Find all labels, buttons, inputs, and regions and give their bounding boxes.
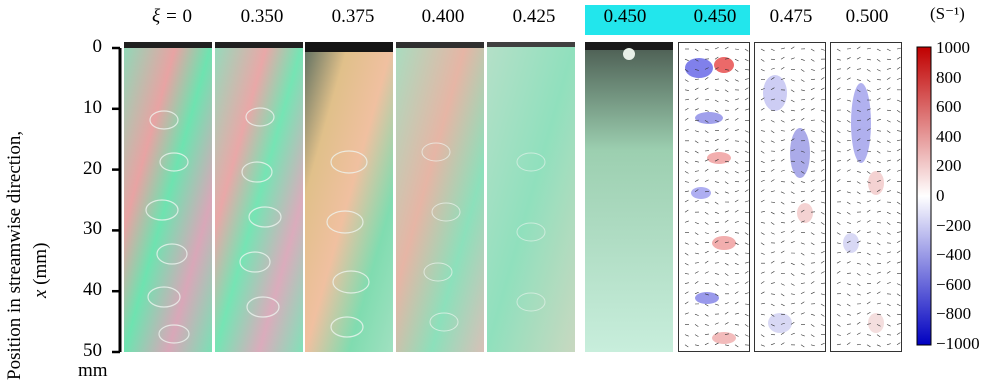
colorbar-tick-label: −800 <box>936 304 972 324</box>
flow-image-0350 <box>215 42 303 352</box>
flow-image-0400 <box>396 42 484 352</box>
colorbar-unit: (S⁻¹) <box>930 4 965 23</box>
colorbar-tick-label: −200 <box>936 215 972 235</box>
flow-image-0425 <box>487 42 575 352</box>
y-axis-label-variable: x (mm) <box>30 242 51 298</box>
flow-image-0450 <box>585 42 673 352</box>
flow-image-0375 <box>305 42 393 352</box>
colorbar <box>916 46 932 346</box>
y-tick-label: 0 <box>92 36 103 57</box>
column-label-0450-piv: 0.450 <box>693 6 737 27</box>
y-tick-label: 10 <box>83 96 102 118</box>
colorbar-tick-label: 200 <box>936 156 962 176</box>
column-label-0500: 0.500 <box>845 6 889 27</box>
y-tick-label: 30 <box>83 218 102 240</box>
colorbar-tick-label: 0 <box>936 186 945 205</box>
column-label-0400: 0.400 <box>421 6 465 27</box>
vorticity-field-0475 <box>754 42 826 352</box>
y-tick-label: 40 <box>83 279 102 301</box>
column-label-0350: 0.350 <box>240 6 284 27</box>
vorticity-field-0500 <box>830 42 902 352</box>
vorticity-field-0450 <box>678 42 750 352</box>
colorbar-tick-label: 400 <box>936 126 962 146</box>
y-axis-line <box>112 46 122 354</box>
column-label-0425: 0.425 <box>512 6 556 27</box>
highlight-box <box>585 5 750 35</box>
colorbar-tick-label: 800 <box>936 67 962 87</box>
y-axis-label: Position in streamwise direction, <box>4 130 25 380</box>
flow-image-xi-0 <box>124 42 212 352</box>
y-tick-label: 50 <box>83 340 102 361</box>
y-axis-unit: mm <box>78 360 108 381</box>
y-tick-label: 20 <box>83 157 102 179</box>
colorbar-tick-label: −600 <box>936 274 972 294</box>
colorbar-tick-label: −400 <box>936 245 972 265</box>
colorbar-tick-label: −1000 <box>936 334 980 353</box>
colorbar-tick-label: 600 <box>936 97 962 117</box>
colorbar-tick-label: 1000 <box>936 38 970 57</box>
column-label-0475: 0.475 <box>769 6 813 27</box>
column-label-0375: 0.375 <box>331 6 375 27</box>
column-label-0450-photo: 0.450 <box>603 6 647 27</box>
column-label-xi-0: ξ = 0 <box>152 6 192 27</box>
